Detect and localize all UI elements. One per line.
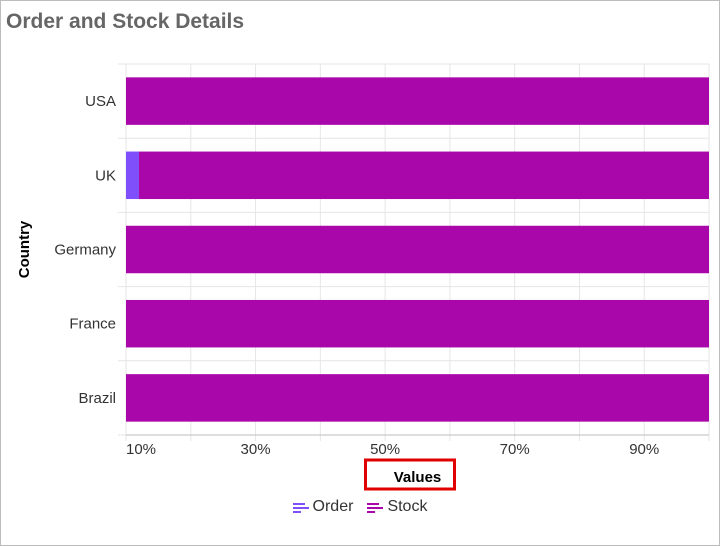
x-axis-title-highlight [364, 458, 456, 491]
x-tick-label: 70% [500, 441, 530, 458]
legend-item-stock[interactable]: Stock [367, 498, 427, 516]
y-tick-label: Germany [54, 242, 116, 259]
x-tick-label: 90% [629, 441, 659, 458]
x-tick-label: 30% [241, 441, 271, 458]
y-tick-label: France [69, 316, 116, 333]
legend: Order Stock [0, 498, 720, 516]
x-tick-label: 50% [370, 441, 400, 458]
chart-title: Order and Stock Details [6, 10, 245, 33]
legend-label-order: Order [312, 498, 354, 515]
y-tick-label: USA [85, 93, 116, 110]
legend-item-order[interactable]: Order [292, 498, 354, 516]
y-axis-title: Country [16, 220, 33, 278]
y-axis-labels: USA UK Germany France Brazil [54, 93, 116, 407]
y-tick-label: UK [95, 167, 116, 184]
x-axis-title: Values [394, 469, 442, 486]
bar-stock-france[interactable] [126, 299, 709, 348]
legend-marker-order-icon [292, 502, 309, 513]
bar-stock-germany[interactable] [126, 225, 709, 274]
bar-order-uk[interactable] [126, 151, 139, 200]
bar-stock-brazil[interactable] [126, 374, 709, 422]
legend-label-stock: Stock [387, 498, 428, 515]
bar-stock-usa[interactable] [126, 77, 709, 125]
bars [126, 77, 709, 422]
x-axis-labels: 10% 30% 50% 70% 90% [126, 441, 659, 458]
bar-stock-uk[interactable] [138, 151, 709, 200]
x-tick-label: 10% [126, 441, 156, 458]
y-tick-label: Brazil [78, 390, 116, 407]
legend-marker-stock-icon [367, 502, 384, 513]
